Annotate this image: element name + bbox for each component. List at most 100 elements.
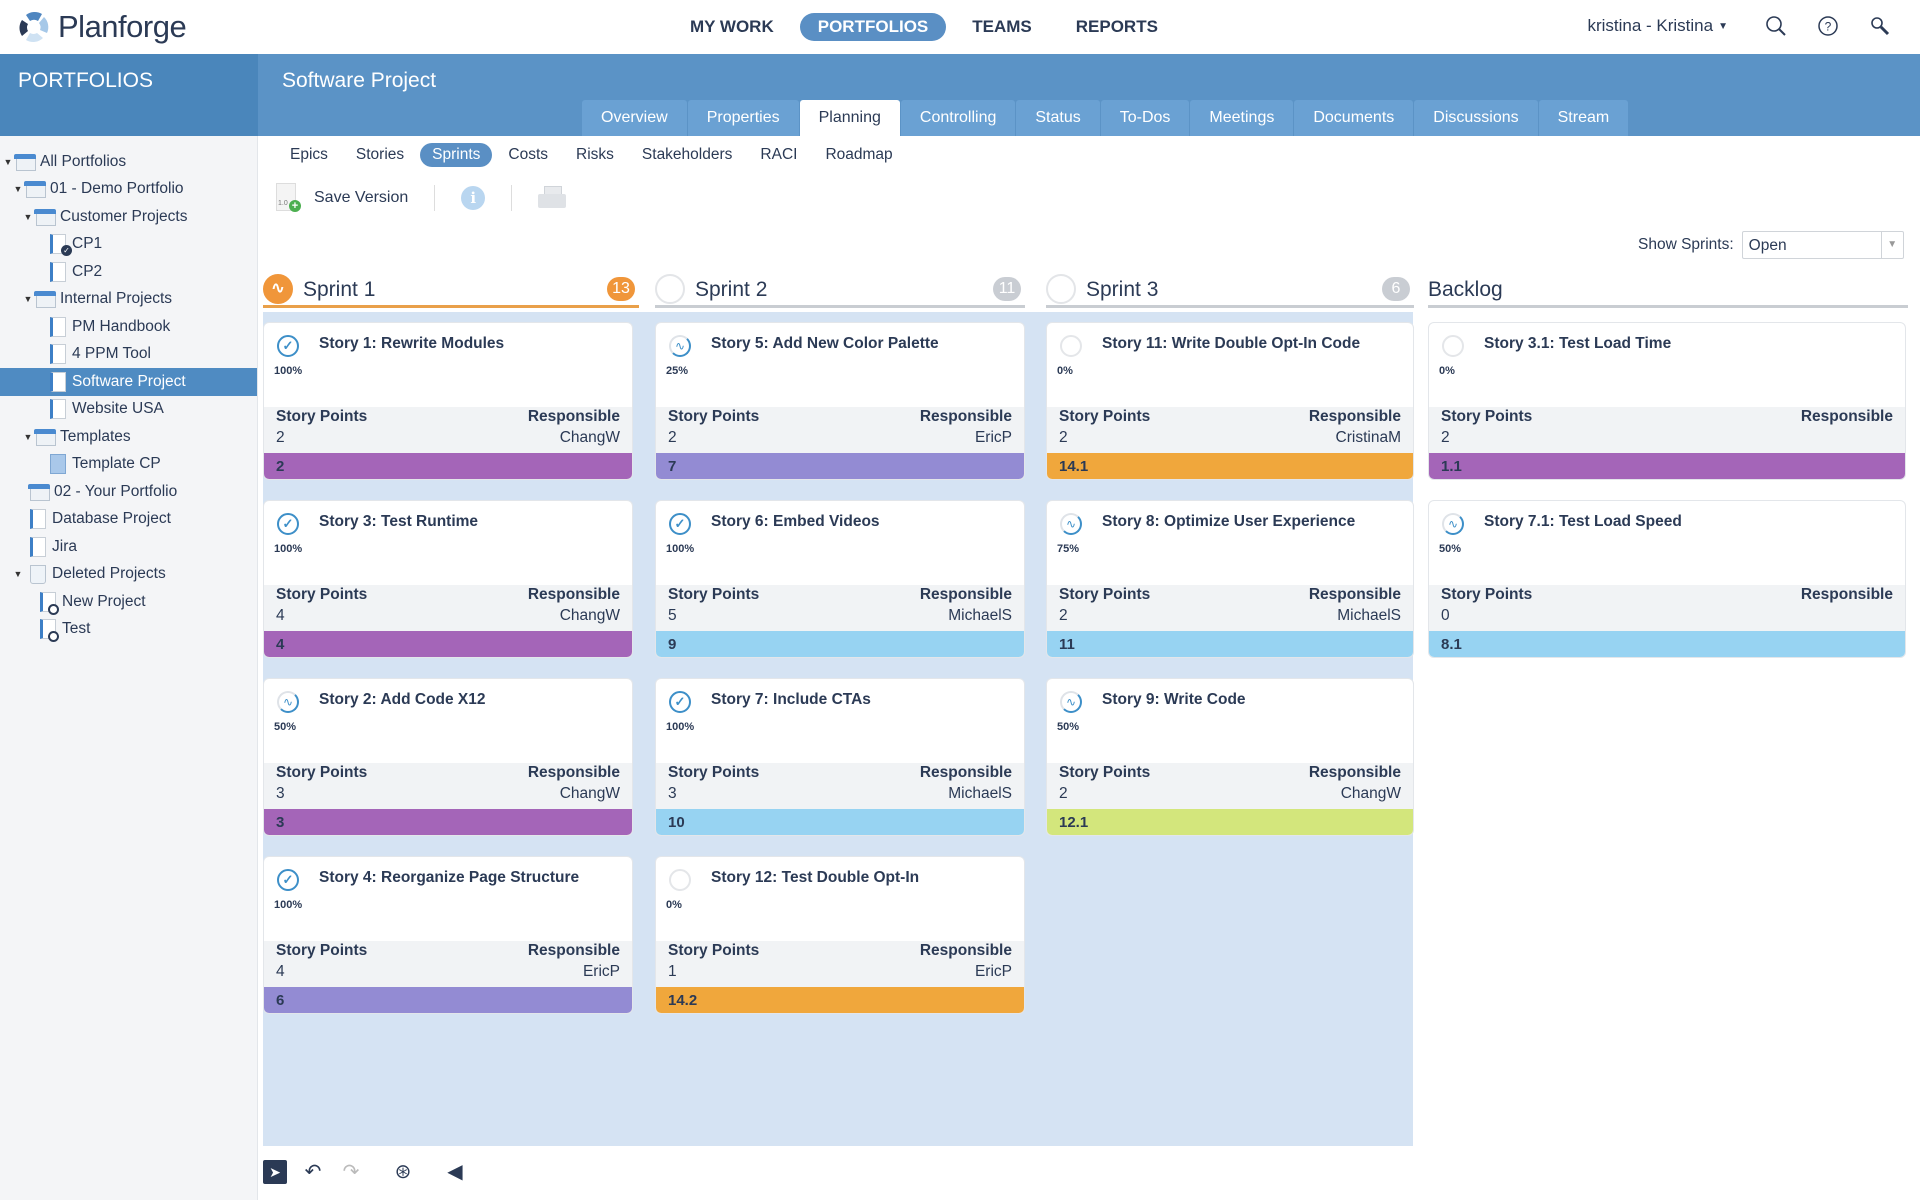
expand-arrow-icon[interactable]: ▼ <box>23 431 33 442</box>
nav-portfolios[interactable]: PORTFOLIOS <box>799 13 947 41</box>
tree-item-all-portfolios[interactable]: ▼ All Portfolios <box>0 148 257 176</box>
tree-item-templates[interactable]: ▼ Templates <box>0 423 257 451</box>
story-card[interactable]: ∿ 50% Story 7.1: Test Load Speed Story Poin… <box>1428 500 1906 658</box>
subtab-roadmap[interactable]: Roadmap <box>825 146 893 163</box>
undo-icon[interactable]: ↶ <box>304 1161 322 1183</box>
story-title[interactable]: Story 4: Reorganize Page Structure <box>319 869 580 886</box>
story-title[interactable]: Story 3.1: Test Load Time <box>1484 335 1672 352</box>
responsible-value: MichaelS <box>1337 607 1401 624</box>
subtab-costs[interactable]: Costs <box>508 146 549 163</box>
expand-arrow-icon[interactable]: ▼ <box>13 184 23 195</box>
tab-controlling[interactable]: Controlling <box>900 100 1016 136</box>
tree-item-website-usa[interactable]: Website USA <box>0 396 257 424</box>
save-version-button[interactable]: Save Version <box>314 189 409 206</box>
subtab-raci[interactable]: RACI <box>760 146 798 163</box>
story-title[interactable]: Story 5: Add New Color Palette <box>711 335 939 352</box>
progress-percent: 50% <box>1057 721 1080 733</box>
tree-item-deleted-projects[interactable]: ▼ Deleted Projects <box>0 561 257 589</box>
subtab-stories[interactable]: Stories <box>355 146 405 163</box>
expand-arrow-icon[interactable]: ▼ <box>3 156 13 167</box>
user-menu[interactable]: kristina - Kristina ▼ <box>1587 16 1728 36</box>
redo-icon[interactable]: ↷ <box>342 1161 360 1183</box>
tree-item-cp1[interactable]: ✓ CP1 <box>0 231 257 259</box>
column-header-backlog[interactable]: Backlog <box>1428 272 1908 308</box>
story-card[interactable]: ✓ 100% Story 7: Include CTAs Story Points 3 R… <box>655 678 1025 836</box>
info-icon[interactable]: i <box>461 186 486 210</box>
nav-teams[interactable]: TEAMS <box>972 17 1032 36</box>
tree-item-pm-handbook[interactable]: PM Handbook <box>0 313 257 341</box>
logo[interactable]: Planforge <box>16 9 187 45</box>
tree-item-your-portfolio[interactable]: 02 - Your Portfolio <box>0 478 257 506</box>
tree-label: New Project <box>62 592 146 610</box>
story-card[interactable]: ∿ 75% Story 8: Optimize User Experience Sto… <box>1046 500 1414 658</box>
tab-overview[interactable]: Overview <box>582 100 687 136</box>
story-title[interactable]: Story 11: Write Double Opt-In Code <box>1102 335 1361 352</box>
story-title[interactable]: Story 12: Test Double Opt-In <box>711 869 920 886</box>
story-card[interactable]: 0% Story 12: Test Double Opt-In Story Poin… <box>655 856 1025 1014</box>
story-title[interactable]: Story 3: Test Runtime <box>319 513 479 530</box>
story-title[interactable]: Story 1: Rewrite Modules <box>319 335 505 352</box>
tools-icon[interactable] <box>1868 14 1892 38</box>
tree-item-4-ppm-tool[interactable]: 4 PPM Tool <box>0 341 257 369</box>
story-title[interactable]: Story 7.1: Test Load Speed <box>1484 513 1682 530</box>
story-title[interactable]: Story 9: Write Code <box>1102 691 1246 708</box>
pointer-tool-icon[interactable]: ➤ <box>263 1160 287 1184</box>
tree-item-customer-projects[interactable]: ▼ Customer Projects <box>0 203 257 231</box>
tree-item-internal-projects[interactable]: ▼ Internal Projects <box>0 286 257 314</box>
tree-item-demo-portfolio[interactable]: ▼ 01 - Demo Portfolio <box>0 176 257 204</box>
story-title[interactable]: Story 6: Embed Videos <box>711 513 880 530</box>
column-header-sprint-3[interactable]: Sprint 3 6 <box>1046 272 1414 308</box>
story-card[interactable]: ✓ 100% Story 6: Embed Videos Story Points 5 R… <box>655 500 1025 658</box>
chevron-down-icon[interactable]: ▼ <box>1880 232 1903 258</box>
expand-arrow-icon[interactable]: ▼ <box>23 294 33 305</box>
story-card[interactable]: ✓ 100% Story 4: Reorganize Page Structure S… <box>263 856 633 1014</box>
story-title[interactable]: Story 2: Add Code X12 <box>319 691 486 708</box>
print-icon[interactable] <box>538 186 567 210</box>
tree-label: Jira <box>52 537 77 555</box>
story-card[interactable]: 0% Story 3.1: Test Load Time Story Points 2… <box>1428 322 1906 480</box>
tab-meetings[interactable]: Meetings <box>1190 100 1294 136</box>
subtab-risks[interactable]: Risks <box>576 146 614 163</box>
nav-reports[interactable]: REPORTS <box>1075 17 1158 36</box>
story-title[interactable]: Story 8: Optimize User Experience <box>1102 513 1356 530</box>
tree-item-database-project[interactable]: Database Project <box>0 506 257 534</box>
in-progress-icon: ∿ <box>1442 513 1464 535</box>
expand-arrow-icon[interactable]: ▼ <box>13 569 23 580</box>
tab-todos[interactable]: To-Dos <box>1100 100 1190 136</box>
tree-item-jira[interactable]: Jira <box>0 533 257 561</box>
tab-status[interactable]: Status <box>1016 100 1100 136</box>
tree-item-cp2[interactable]: CP2 <box>0 258 257 286</box>
send-icon[interactable]: ◀ <box>447 1161 463 1183</box>
column-header-sprint-1[interactable]: ∿ Sprint 1 13 <box>263 272 639 308</box>
assign-user-icon[interactable]: ⊛ <box>394 1161 412 1183</box>
column-header-sprint-2[interactable]: Sprint 2 11 <box>655 272 1025 308</box>
help-icon[interactable]: ? <box>1816 14 1840 38</box>
story-card[interactable]: ✓ 100% Story 1: Rewrite Modules Story Point… <box>263 322 633 480</box>
save-version-icon[interactable]: 1.0 + <box>276 183 302 213</box>
tab-stream[interactable]: Stream <box>1538 100 1629 136</box>
subtab-epics[interactable]: Epics <box>290 146 328 163</box>
subtab-sprints[interactable]: Sprints <box>420 143 493 167</box>
story-card[interactable]: ∿ 50% Story 9: Write Code Story Points 2 Resp… <box>1046 678 1414 836</box>
tree-item-software-project[interactable]: Software Project <box>0 368 257 396</box>
show-sprints-select[interactable]: Open ▼ <box>1741 231 1904 259</box>
tab-properties[interactable]: Properties <box>687 100 799 136</box>
story-title[interactable]: Story 7: Include CTAs <box>711 691 871 708</box>
epic-number: 9 <box>668 636 677 653</box>
story-card[interactable]: ✓ 100% Story 3: Test Runtime Story Points 4 R… <box>263 500 633 658</box>
tree-item-new-project[interactable]: New Project <box>0 588 257 616</box>
story-card[interactable]: ∿ 50% Story 2: Add Code X12 Story Points 3 Re… <box>263 678 633 836</box>
subtab-stakeholders[interactable]: Stakeholders <box>641 146 733 163</box>
tab-discussions[interactable]: Discussions <box>1414 100 1538 136</box>
nav-my-work[interactable]: MY WORK <box>690 17 774 36</box>
story-points-value: 4 <box>276 963 285 980</box>
planforge-logo-icon <box>19 11 49 42</box>
expand-arrow-icon[interactable]: ▼ <box>23 211 33 222</box>
story-card[interactable]: 0% Story 11: Write Double Opt-In Code Stor… <box>1046 322 1414 480</box>
search-icon[interactable] <box>1764 14 1788 38</box>
tree-item-template-cp[interactable]: Template CP <box>0 451 257 479</box>
tab-documents[interactable]: Documents <box>1294 100 1414 136</box>
tab-planning[interactable]: Planning <box>799 100 900 136</box>
story-card[interactable]: ∿ 25% Story 5: Add New Color Palette Story … <box>655 322 1025 480</box>
tree-item-test[interactable]: Test <box>0 616 257 644</box>
